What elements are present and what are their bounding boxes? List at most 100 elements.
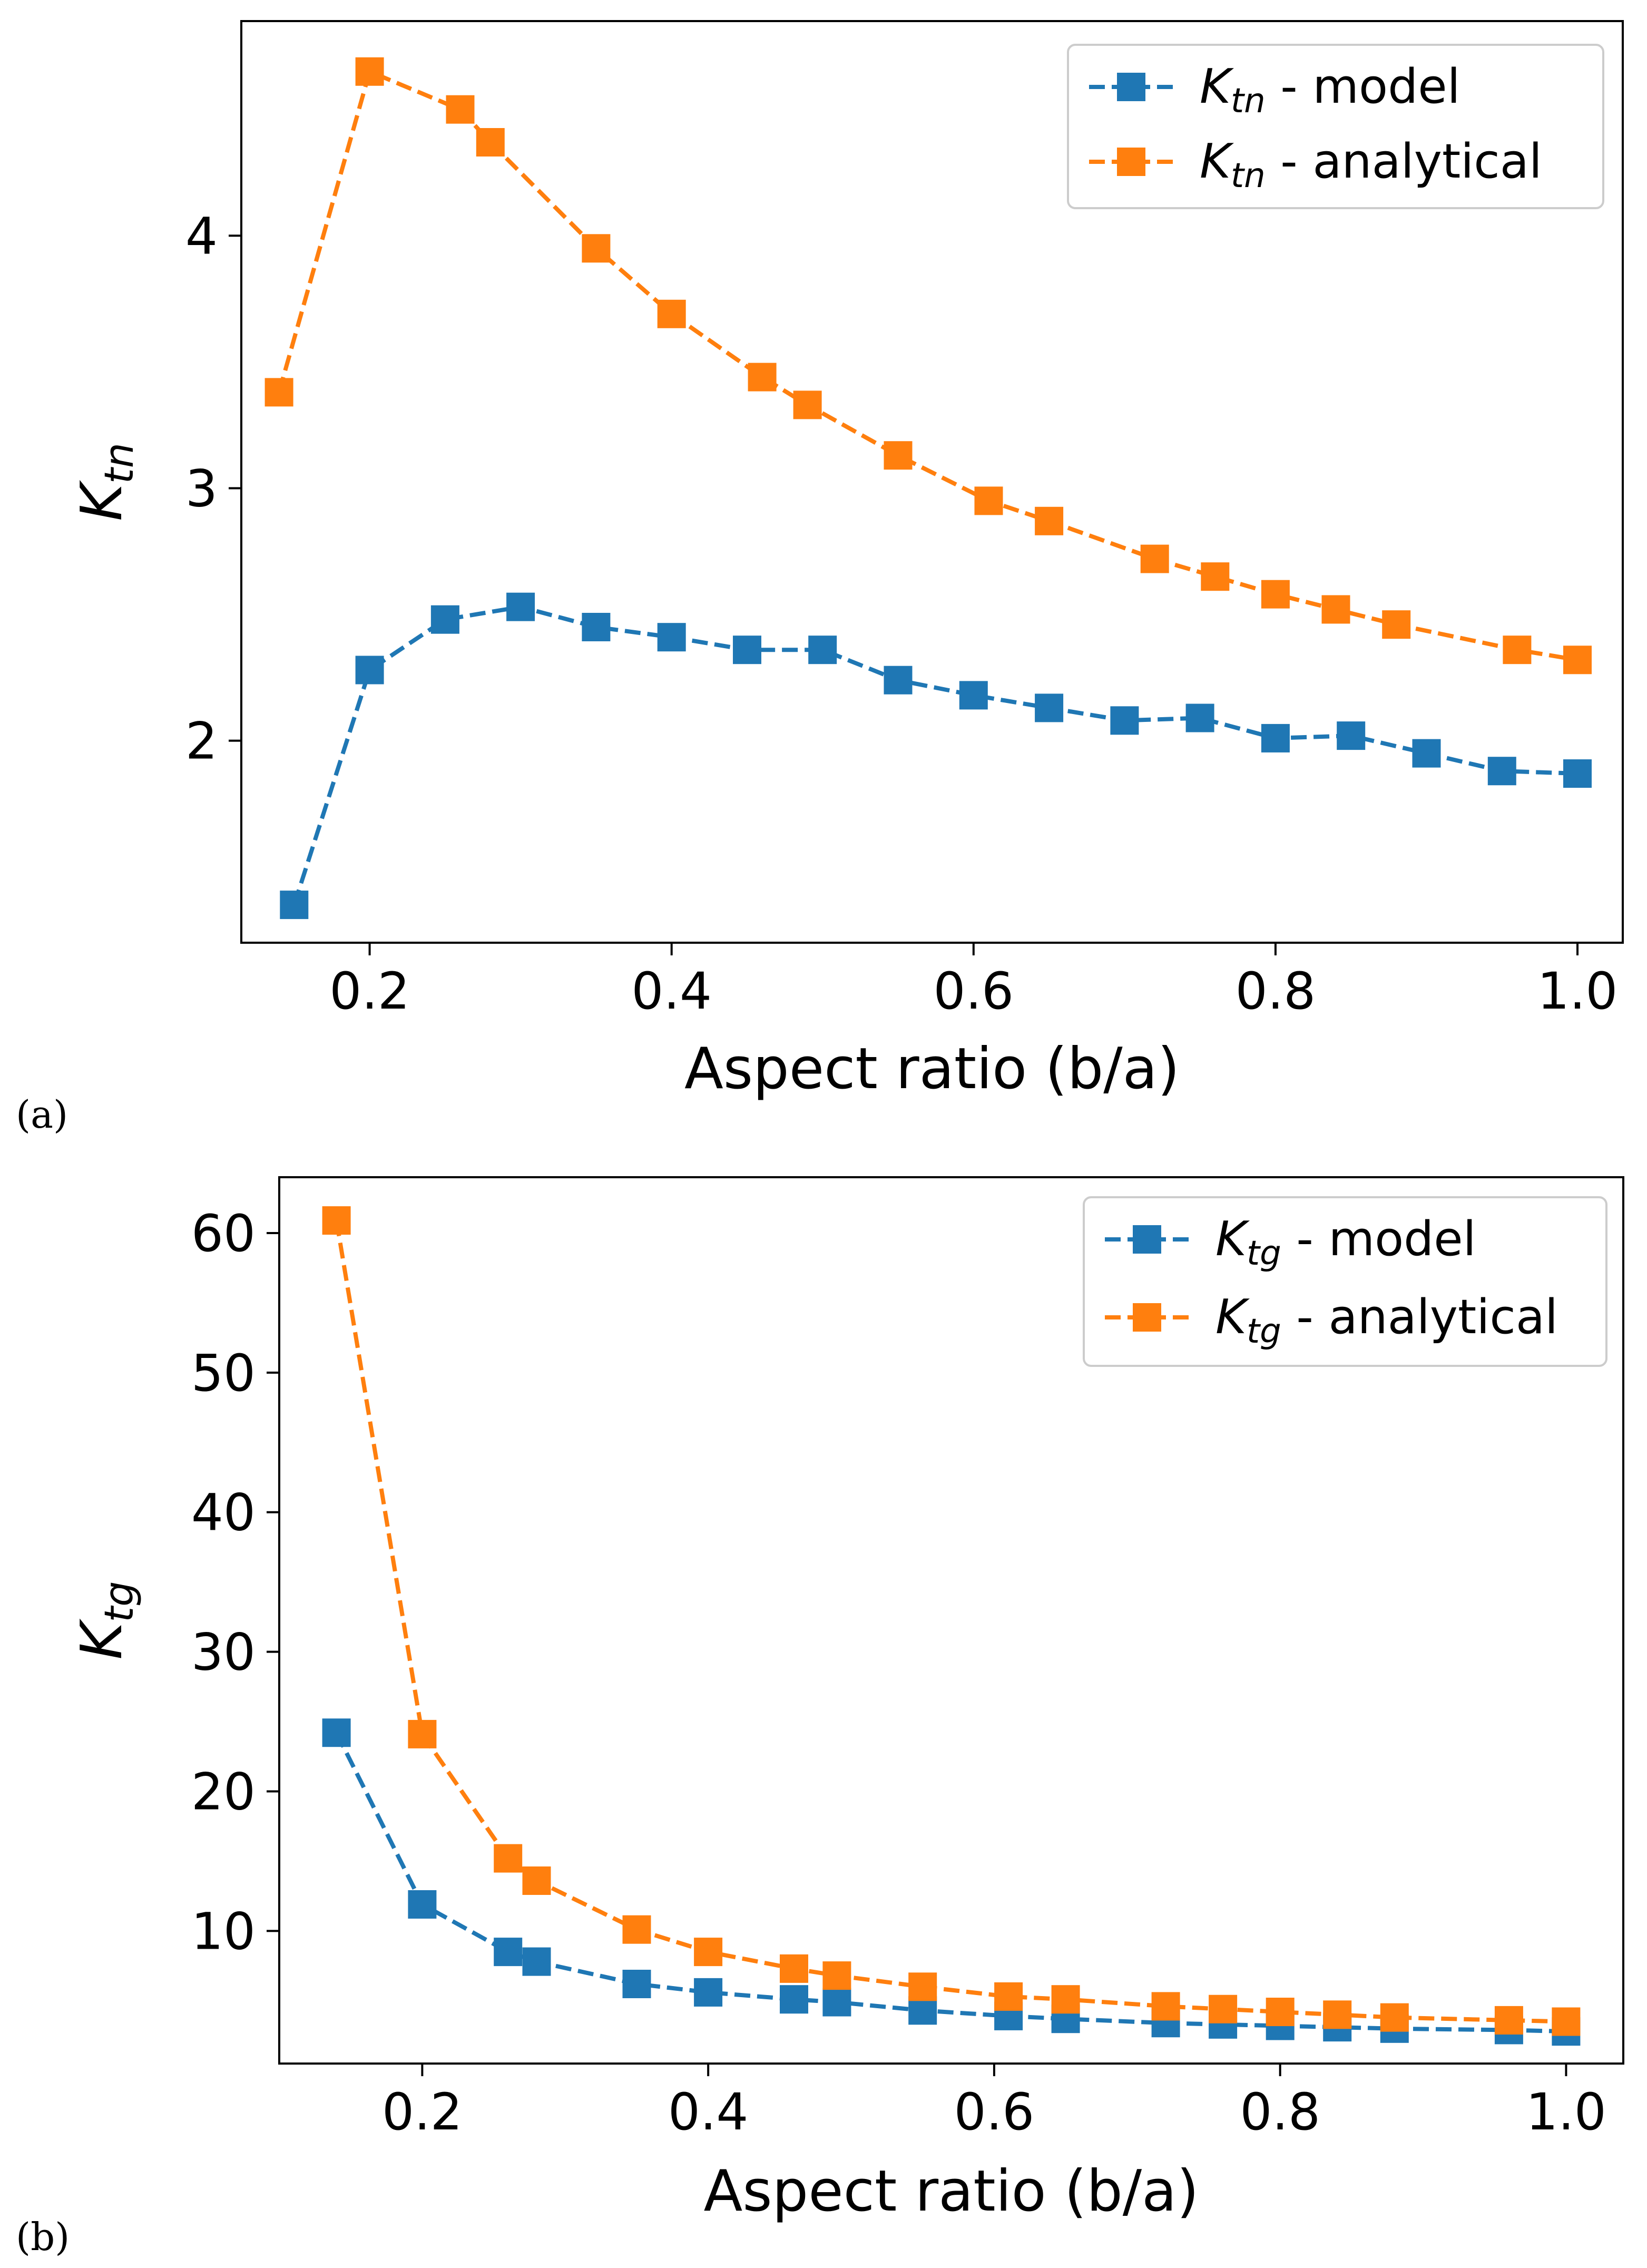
panel-a-legend-marker-analytical [1117,148,1145,176]
panel-a-point-model-11 [1110,706,1139,735]
panel-a-point-analytical-4 [582,234,611,263]
panel-a-legend-marker-model [1117,73,1145,101]
panel-b-legend-sub-model: tg [1247,1234,1281,1273]
panel-a-y-tick-label-0: 2 [185,712,218,771]
panel-a-y-axis-label-main: K [69,480,135,521]
panel-a-point-analytical-11 [1140,544,1169,573]
panel-a-point-model-0 [280,891,309,920]
panel-a-point-model-10 [1035,693,1064,722]
panel-b-legend-main-analytical: K [1215,1289,1250,1345]
panel-b-point-analytical-4 [622,1915,651,1944]
chart-panel-b: 0.2 0.4 0.6 0.8 1.0 10 20 30 40 50 60 Aspect ratio … [16,1176,1624,2259]
panel-b-x-tick-label-2: 0.6 [954,2083,1035,2142]
panel-a-x-tick-label-0: 0.2 [329,962,410,1021]
panel-b-legend-rest-analytical: - analytical [1281,1289,1558,1345]
panel-b-point-analytical-14 [1323,2000,1352,2029]
panel-b-x-tick-label-1: 0.4 [668,2083,749,2142]
panel-a-point-analytical-7 [793,390,822,419]
panel-b-x-axis-label: Aspect ratio (b/a) [704,2158,1199,2224]
panel-b-legend-box [1083,1196,1607,1367]
panel-b-x-tick-label-0: 0.2 [382,2083,463,2142]
panel-a-point-model-3 [506,592,535,621]
panel-b-point-analytical-8 [908,1972,937,2001]
panel-a-y-axis-label-sub: tn [95,443,142,484]
panel-a-point-model-2 [430,605,459,634]
panel-b-point-model-6 [780,1985,808,2014]
panel-a-point-analytical-15 [1382,610,1411,639]
panel-a-point-analytical-12 [1201,562,1230,591]
panel-b-x-tick-label-3: 0.8 [1240,2083,1320,2142]
panel-a-legend-sub-model: tn [1231,82,1266,121]
panel-b-legend-rest-model: - model [1281,1211,1476,1267]
panel-b-legend-entry-analytical: Ktg - analytical [1215,1289,1558,1351]
panel-b-point-model-7 [822,1988,851,2017]
panel-a-point-model-13 [1261,724,1290,752]
panel-a-legend-main-model: K [1200,59,1234,114]
panel-a-point-analytical-9 [974,486,1003,515]
panel-a-point-analytical-14 [1321,595,1350,624]
panel-a-legend-sub-analytical: tn [1231,157,1266,195]
panel-a-legend-entry-analytical: Ktn - analytical [1200,134,1542,195]
panel-a-legend-box [1067,44,1604,209]
panel-b-point-analytical-1 [408,1719,437,1748]
panel-a-point-analytical-13 [1261,580,1290,609]
panel-b-point-analytical-11 [1151,1992,1180,2021]
panel-b-legend-marker-model [1133,1225,1161,1254]
panel-a-y-axis-label: Ktn [69,443,142,521]
panel-a-point-analytical-6 [748,363,777,392]
panel-a-y-tick-label-1: 3 [185,459,218,518]
panel-a-point-analytical-17 [1563,646,1592,674]
panel-a-legend-rest-model: - model [1266,59,1460,114]
panel-b-x-tick-label-4: 1.0 [1526,2083,1606,2142]
panel-b-y-tick-label-4: 50 [191,1344,256,1403]
panel-b-legend-main-model: K [1215,1211,1250,1267]
panel-b-point-analytical-12 [1209,1995,1238,2023]
panel-b-point-analytical-0 [322,1206,351,1235]
panel-b-legend-entry-model: Ktg - model [1215,1211,1476,1273]
panel-a-legend-rest-analytical: - analytical [1266,134,1542,189]
panel-a-point-model-17 [1563,759,1592,788]
panel-b-y-tick-label-0: 10 [191,1902,256,1961]
panel-b-point-analytical-9 [994,1982,1023,2011]
panel-a-point-model-9 [959,681,988,710]
panel-b-point-analytical-17 [1552,2007,1581,2036]
panel-b-point-analytical-16 [1494,2006,1523,2035]
panel-a-x-tick-label-4: 1.0 [1537,962,1618,1021]
panel-a-point-model-1 [355,656,384,685]
panel-b-point-analytical-13 [1266,1998,1295,2026]
panel-a-point-model-14 [1337,721,1366,750]
panel-a-x-tick-label-3: 0.8 [1236,962,1316,1021]
panel-a-point-analytical-3 [476,128,505,157]
panel-b-point-analytical-6 [780,1954,808,1983]
panel-a-point-analytical-2 [446,95,475,124]
panel-a-point-analytical-8 [884,441,913,470]
panel-a-legend-main-analytical: K [1200,134,1234,189]
panel-b-legend-marker-analytical [1133,1303,1161,1332]
panel-b-point-model-5 [694,1978,723,2007]
panel-b-y-tick-label-5: 60 [191,1204,256,1263]
panel-a-x-tick-label-2: 0.6 [933,962,1014,1021]
panel-b-series-line-model [335,1732,1566,2034]
panel-a-point-model-6 [733,636,761,664]
panel-a-point-analytical-10 [1035,506,1064,535]
panel-a-point-analytical-16 [1503,636,1532,664]
panel-b-y-axis-label-main: K [69,1618,135,1659]
panel-b-y-tick-label-1: 20 [191,1762,256,1821]
panel-b-y-tick-label-3: 40 [191,1483,256,1542]
panel-a-axes-frame [240,20,1624,944]
panel-b-point-model-4 [622,1970,651,1998]
panel-a-point-model-7 [808,636,837,664]
panel-a-point-analytical-5 [657,299,686,328]
panel-b-y-axis-label: Ktg [69,1581,142,1660]
panel-b-point-analytical-5 [694,1938,723,1967]
panel-b-point-model-2 [494,1938,523,1967]
panel-a-point-model-4 [582,613,611,641]
panel-a-point-model-15 [1412,739,1441,768]
panel-b-y-tick-label-2: 30 [191,1623,256,1682]
panel-a-series-line-model [292,604,1578,906]
panel-a-x-tick-label-1: 0.4 [631,962,712,1021]
panel-a-point-model-12 [1185,703,1214,732]
panel-b-legend-sub-analytical: tg [1247,1312,1281,1351]
panel-b-point-analytical-10 [1051,1985,1080,2014]
